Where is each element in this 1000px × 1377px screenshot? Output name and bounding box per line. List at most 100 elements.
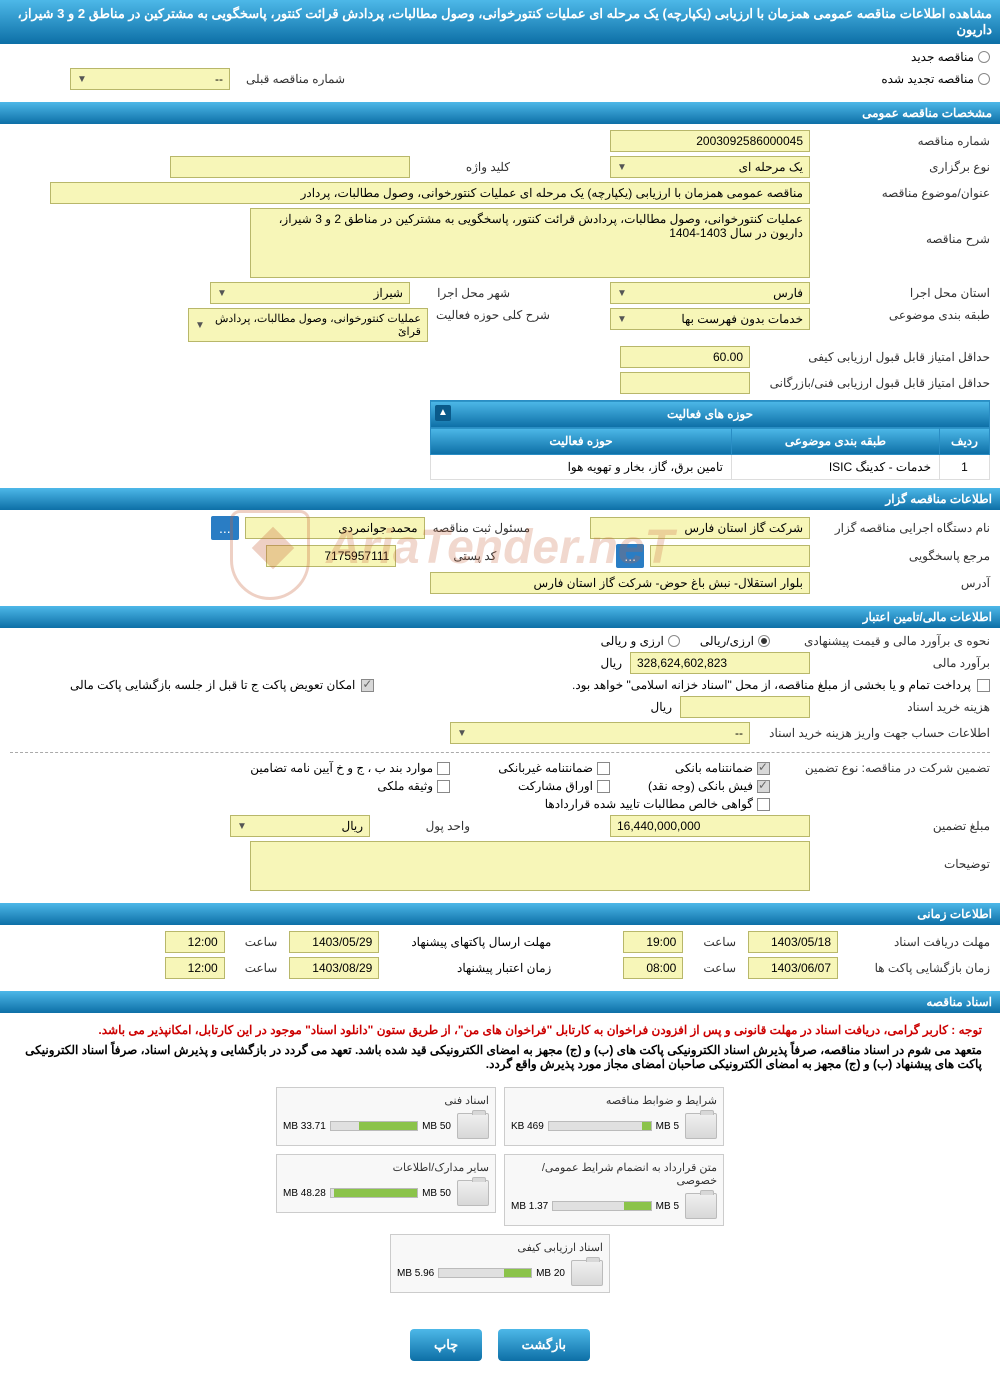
gt-clause-label: موارد بند ب ، ج و خ آیین نامه تضامین [250,761,433,775]
doc-total: 50 MB [422,1188,451,1199]
scope-select[interactable]: عملیات کنتورخوانی، وصول مطالبات، پردادش … [188,308,428,342]
keyword-field[interactable] [170,156,410,178]
province-select[interactable]: فارس ▼ [610,282,810,304]
doc-box[interactable]: شرایط و ضوابط مناقصه 5 MB 469 KB [504,1087,724,1146]
folder-icon [571,1260,603,1286]
doc-total: 5 MB [656,1121,679,1132]
radio-dot-icon [668,635,680,647]
back-button[interactable]: بازگشت [498,1329,590,1361]
gt-bank[interactable]: ضمانتنامه بانکی [610,761,770,775]
cell-num: 1 [940,455,990,480]
print-button[interactable]: چاپ [410,1329,482,1361]
guarantee-amount-field: 16,440,000,000 [610,815,810,837]
gt-clause[interactable]: موارد بند ب ، ج و خ آیین نامه تضامین [250,761,450,775]
time-label-4: ساعت [237,961,278,975]
page-title: مشاهده اطلاعات مناقصه عمومی همزمان با ار… [0,0,1000,44]
gt-nonbank[interactable]: ضمانتنامه غیربانکی [450,761,610,775]
doc-progress: 20 MB 5.96 MB [397,1268,565,1279]
doc-cost-field[interactable] [680,696,810,718]
estimate-method-label: نحوه ی برآورد مالی و قیمت پیشنهادی [770,634,990,648]
response-label: مرجع پاسخگویی [810,549,990,563]
doc-progress: 5 MB 469 KB [511,1121,679,1132]
type-select[interactable]: یک مرحله ای ▼ [610,156,810,178]
radio-currency[interactable]: ارزی و ریالی [601,634,680,648]
city-label: شهر محل اجرا [410,286,510,300]
doc-used: 1.37 MB [511,1201,548,1212]
section-timing-header: اطلاعات زمانی [0,903,1000,925]
tender-number-label: شماره مناقصه [810,134,990,148]
docs-container: شرایط و ضوابط مناقصه 5 MB 469 KB اسناد ف… [10,1073,990,1307]
gt-cash[interactable]: فیش بانکی (وجه نقد) [610,779,770,793]
documents-note-1: توجه : کاربر گرامی، دریافت اسناد در مهلت… [10,1019,990,1041]
gt-bank-label: ضمانتنامه بانکی [675,761,753,775]
radio-dot-icon [978,73,990,85]
chevron-down-icon: ▼ [457,728,467,739]
doc-total: 20 MB [536,1268,565,1279]
payment-checkbox[interactable] [977,679,990,692]
swap-note: امکان تعویض پاکت ج تا قبل از جلسه بازگشا… [70,678,355,692]
gt-nonbank-label: ضمانتنامه غیربانکی [498,761,593,775]
radio-rial[interactable]: ارزی/ریالی [700,634,770,648]
doc-total: 50 MB [422,1121,451,1132]
tender-number-field: 2003092586000045 [610,130,810,152]
account-label: اطلاعات حساب جهت واریز هزینه خرید اسناد [750,726,990,740]
radio-new-tender[interactable]: مناقصه جدید [911,50,990,64]
doc-cost-label: هزینه خرید اسناد [810,700,990,714]
doc-box[interactable]: اسناد ارزیابی کیفی 20 MB 5.96 MB [390,1234,610,1293]
folder-icon [457,1180,489,1206]
doc-box[interactable]: سایر مدارک/اطلاعات 50 MB 48.28 MB [276,1154,496,1213]
more-button[interactable]: ... [211,516,239,540]
org-label: نام دستگاه اجرایی مناقصه گزار [810,521,990,535]
folder-icon [457,1113,489,1139]
gt-bond[interactable]: اوراق مشارکت [450,779,610,793]
estimate-field: 328,624,602,823 [630,652,810,674]
city-value: شیراز [374,286,403,300]
notes-field[interactable] [250,841,810,891]
category-value: خدمات بدون فهرست بها [681,312,803,326]
guarantee-type-label: تضمین شرکت در مناقصه: نوع تضمین [770,761,990,775]
chevron-down-icon: ▼ [195,320,205,331]
doc-used: 5.96 MB [397,1268,434,1279]
open-label: زمان بازگشایی پاکت ها [850,961,990,975]
scope-label: شرح کلی حوزه فعالیت [428,308,550,322]
time-label-2: ساعت [237,935,278,949]
min-quality-label: حداقل امتیاز قابل قبول ارزیابی کیفی [750,350,990,364]
doc-deadline-label: مهلت دریافت اسناد [850,935,990,949]
keyword-label: کلید واژه [410,160,510,174]
currency-unit-value: ریال [341,819,363,833]
prev-number-select[interactable]: -- ▼ [70,68,230,90]
validity-date: 1403/08/29 [289,957,379,979]
more-button-2[interactable]: ... [616,544,644,568]
gt-receivable-label: گواهی خالص مطالبات تایید شده قراردادها [545,797,753,811]
currency-unit: ریال [600,656,622,670]
checkbox-icon [757,762,770,775]
radio-renewed-tender[interactable]: مناقصه تجدید شده [881,72,990,86]
doc-used: 469 KB [511,1121,544,1132]
category-select[interactable]: خدمات بدون فهرست بها ▼ [610,308,810,330]
collapse-icon[interactable]: ▲ [435,405,451,421]
radio-renewed-label: مناقصه تجدید شده [881,72,974,86]
folder-icon [685,1193,717,1219]
time-label-3: ساعت [695,961,736,975]
account-select[interactable]: -- ▼ [450,722,750,744]
gt-property[interactable]: وثیقه ملکی [290,779,450,793]
section-general-header: مشخصات مناقصه عمومی [0,102,1000,124]
radio-dot-icon [978,51,990,63]
city-select[interactable]: شیراز ▼ [210,282,410,304]
estimate-label: برآورد مالی [810,656,990,670]
postal-label: کد پستی [396,549,496,563]
chevron-down-icon: ▼ [217,288,227,299]
currency-select[interactable]: ریال ▼ [230,815,370,837]
response-field[interactable] [650,545,810,567]
doc-box[interactable]: متن قرارداد به انضمام شرایط عمومی/خصوصی … [504,1154,724,1226]
bid-deadline-label: مهلت ارسال پاکتهای پیشنهاد [391,935,551,949]
org-field: شرکت گاز استان فارس [590,517,810,539]
gt-receivable[interactable]: گواهی خالص مطالبات تایید شده قراردادها [470,797,770,811]
checkbox-icon [437,780,450,793]
province-label: استان محل اجرا [810,286,990,300]
province-value: فارس [773,286,803,300]
address-field: بلوار استقلال- نبش باغ حوض- شرکت گاز است… [430,572,810,594]
doc-box[interactable]: اسناد فنی 50 MB 33.71 MB [276,1087,496,1146]
open-time: 08:00 [623,957,683,979]
time-label-1: ساعت [695,935,736,949]
